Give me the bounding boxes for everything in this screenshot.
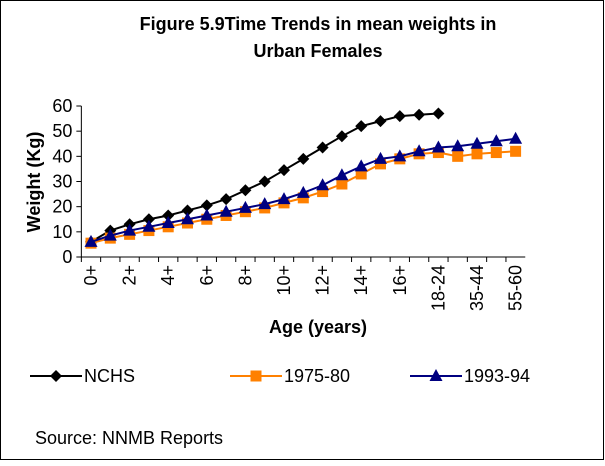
chart-title: Figure 5.9Time Trends in mean weights in xyxy=(140,14,497,34)
x-tick-label: 16+ xyxy=(390,265,410,296)
legend-item: 1975-80 xyxy=(230,366,350,386)
marker xyxy=(239,184,252,197)
marker xyxy=(181,204,194,217)
y-tick-label: 10 xyxy=(52,222,72,242)
marker xyxy=(509,131,523,144)
marker xyxy=(354,159,368,172)
marker xyxy=(103,228,117,241)
marker xyxy=(84,234,98,247)
x-tick-label: 18-24 xyxy=(428,265,448,311)
marker xyxy=(393,110,406,123)
x-tick-label: 2+ xyxy=(120,265,140,286)
x-tick-label: 35-44 xyxy=(467,265,487,311)
marker xyxy=(296,185,310,198)
marker xyxy=(200,199,213,212)
y-tick-label: 40 xyxy=(52,146,72,166)
marker xyxy=(510,145,522,157)
y-tick-label: 30 xyxy=(52,172,72,192)
marker xyxy=(431,140,445,153)
x-tick-label: 0+ xyxy=(81,265,101,286)
marker xyxy=(375,158,386,170)
marker xyxy=(335,168,349,181)
marker xyxy=(393,149,407,162)
x-tick-label: 55-60 xyxy=(506,265,526,311)
legend-marker xyxy=(429,369,443,381)
y-axis-label: Weight (Kg) xyxy=(24,132,44,233)
marker xyxy=(432,147,444,159)
marker xyxy=(336,178,348,190)
y-tick-label: 60 xyxy=(52,96,72,116)
marker xyxy=(162,209,175,222)
marker xyxy=(258,175,271,188)
marker xyxy=(412,144,426,157)
marker xyxy=(489,134,503,147)
marker xyxy=(471,148,483,160)
y-tick-label: 0 xyxy=(62,247,72,267)
marker xyxy=(277,192,291,205)
marker xyxy=(297,192,309,204)
marker xyxy=(278,164,290,177)
marker xyxy=(238,200,252,213)
x-tick-label: 8+ xyxy=(235,265,255,286)
chart-title: Urban Females xyxy=(253,41,382,61)
marker xyxy=(432,107,445,120)
x-axis-label: Age (years) xyxy=(269,317,367,337)
marker xyxy=(220,193,233,206)
marker xyxy=(316,178,330,191)
marker xyxy=(335,130,348,143)
marker xyxy=(161,216,175,229)
legend-marker xyxy=(50,370,62,382)
marker xyxy=(355,120,368,133)
legend-marker xyxy=(250,370,262,382)
legend-label: 1975-80 xyxy=(284,366,350,386)
marker xyxy=(316,141,329,154)
y-tick-label: 20 xyxy=(52,197,72,217)
x-tick-label: 6+ xyxy=(197,265,217,286)
marker xyxy=(452,150,464,162)
marker xyxy=(470,136,484,149)
marker xyxy=(413,108,426,121)
legend-label: 1993-94 xyxy=(464,366,530,386)
y-tick-label: 50 xyxy=(52,121,72,141)
marker xyxy=(258,197,272,210)
x-tick-label: 14+ xyxy=(351,265,371,296)
source-note: Source: NNMB Reports xyxy=(35,428,223,448)
marker xyxy=(123,223,137,236)
x-tick-label: 12+ xyxy=(313,265,333,296)
marker xyxy=(317,186,329,198)
marker xyxy=(297,152,310,165)
marker xyxy=(490,147,502,159)
marker xyxy=(355,168,367,180)
marker xyxy=(451,139,465,152)
legend-item: NCHS xyxy=(30,366,135,386)
marker xyxy=(200,208,214,221)
marker xyxy=(181,212,194,225)
legend-item: 1993-94 xyxy=(410,366,530,386)
marker xyxy=(142,213,155,226)
x-tick-label: 4+ xyxy=(158,265,178,286)
marker xyxy=(219,204,233,217)
legend-label: NCHS xyxy=(84,366,135,386)
marker xyxy=(374,115,387,128)
marker xyxy=(374,151,387,164)
x-tick-label: 10+ xyxy=(274,265,294,296)
marker xyxy=(142,219,156,232)
